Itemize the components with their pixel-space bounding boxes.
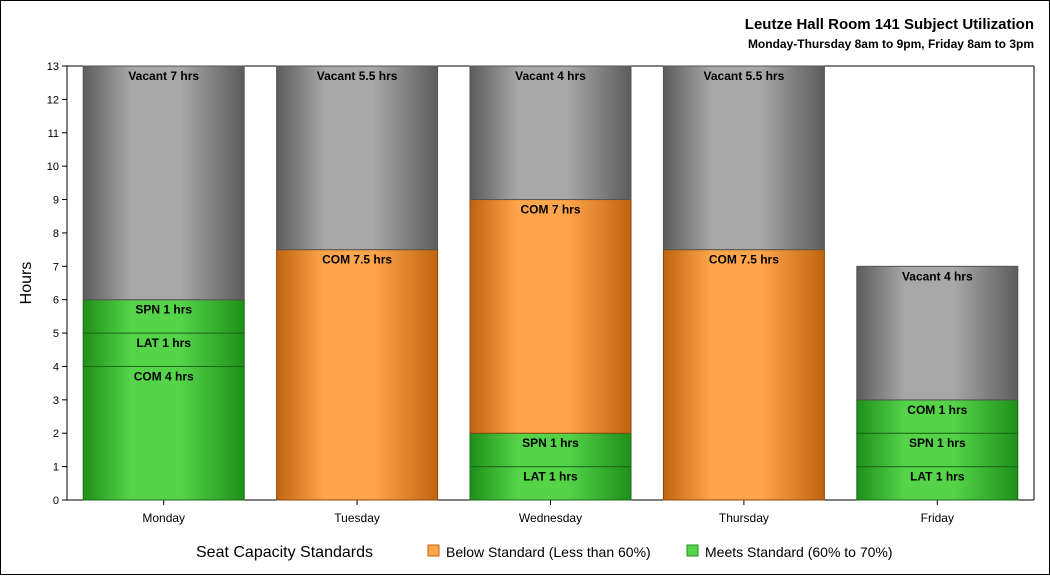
legend-swatch-meets — [686, 544, 699, 557]
y-tick-label: 8 — [53, 228, 59, 240]
x-category-label: Thursday — [719, 511, 769, 525]
y-tick-label: 4 — [53, 361, 59, 373]
bar-segment — [276, 65, 439, 251]
y-tick-label: 7 — [53, 261, 59, 273]
bar-segment — [662, 249, 825, 501]
legend-label-below: Below Standard (Less than 60%) — [446, 544, 651, 560]
legend-title: Seat Capacity Standards — [196, 544, 373, 561]
y-axis-title: Hours — [18, 262, 35, 305]
y-tick-label: 3 — [53, 395, 59, 407]
segment-label: Vacant 5.5 hrs — [317, 69, 398, 83]
chart-title: Leutze Hall Room 141 Subject Utilization — [745, 16, 1034, 33]
y-tick-label: 0 — [53, 495, 59, 507]
bar-segment — [276, 249, 439, 501]
bar-segment — [662, 65, 825, 251]
bar-segment — [856, 466, 1019, 501]
segment-label: Vacant 4 hrs — [515, 69, 586, 83]
segment-label: COM 7 hrs — [520, 203, 580, 217]
bar-segment — [856, 265, 1019, 401]
segment-label: Vacant 5.5 hrs — [704, 69, 785, 83]
y-tick-label: 2 — [53, 428, 59, 440]
chart-subtitle: Monday-Thursday 8am to 9pm, Friday 8am t… — [748, 37, 1034, 51]
segment-label: COM 7.5 hrs — [709, 253, 779, 267]
segment-label: SPN 1 hrs — [909, 436, 966, 450]
segment-label: Vacant 4 hrs — [902, 269, 973, 283]
segment-label: LAT 1 hrs — [523, 470, 578, 484]
x-category-label: Tuesday — [334, 511, 380, 525]
bar-segment — [82, 65, 245, 301]
segment-label: COM 4 hrs — [134, 369, 194, 383]
legend-label-meets: Meets Standard (60% to 70%) — [705, 544, 893, 560]
x-category-label: Friday — [921, 511, 954, 525]
bar-segment — [856, 399, 1019, 434]
bar-segment — [82, 365, 245, 501]
segment-label: SPN 1 hrs — [522, 436, 579, 450]
y-tick-label: 6 — [53, 295, 59, 307]
bar-segment — [469, 65, 632, 201]
legend: Seat Capacity Standards Below Standard (… — [196, 544, 893, 561]
bar-segment — [82, 299, 245, 334]
y-tick-label: 10 — [47, 161, 59, 173]
legend-swatch-below — [427, 544, 440, 557]
segment-label: LAT 1 hrs — [910, 470, 965, 484]
segment-label: COM 7.5 hrs — [322, 253, 392, 267]
segment-label: Vacant 7 hrs — [128, 69, 199, 83]
bar-segment — [856, 432, 1019, 468]
y-tick-label: 5 — [53, 328, 59, 340]
x-category-label: Wednesday — [519, 511, 582, 525]
segment-label: COM 1 hrs — [907, 403, 967, 417]
y-tick-label: 12 — [47, 94, 59, 106]
y-tick-label: 1 — [53, 462, 59, 474]
bar-segment — [469, 199, 632, 434]
y-tick-label: 9 — [53, 195, 59, 207]
y-tick-label: 11 — [48, 128, 59, 140]
x-category-label: Monday — [142, 511, 185, 525]
y-tick-label: 13 — [47, 61, 59, 73]
segment-label: LAT 1 hrs — [136, 336, 191, 350]
segment-label: SPN 1 hrs — [135, 303, 192, 317]
